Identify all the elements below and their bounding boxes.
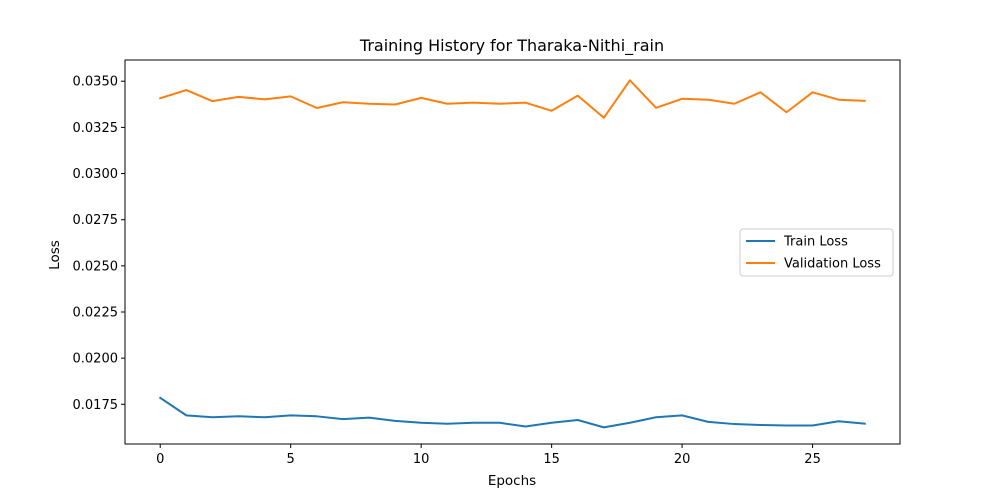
chart-title: Training History for Tharaka-Nithi_rain [359, 36, 664, 56]
legend-frame [739, 228, 894, 277]
y-tick-label: 0.0325 [73, 121, 119, 136]
series-lines [158, 79, 866, 429]
plot-area [124, 59, 901, 445]
x-tick-label: 25 [804, 452, 821, 467]
y-tick-label: 0.0175 [73, 398, 119, 413]
legend: Train Loss Validation Loss [739, 228, 894, 277]
y-tick-label: 0.0350 [73, 75, 119, 90]
x-tick-label: 10 [413, 452, 430, 467]
series-line-validation-loss [158, 79, 866, 119]
x-tick-label: 5 [287, 452, 295, 467]
series-line-train-loss [158, 396, 866, 429]
x-tick-label: 0 [156, 452, 164, 467]
y-tick-label: 0.0300 [73, 167, 119, 182]
y-axis-ticks: 0.0175 0.0200 0.0225 0.0250 0.0275 0.0300 0.03… [73, 75, 125, 413]
y-tick-label: 0.0225 [73, 306, 119, 321]
y-tick-label: 0.0275 [73, 213, 119, 228]
plot-frame [124, 59, 901, 445]
y-tick-label: 0.0250 [73, 259, 119, 274]
y-axis-label: Loss [47, 240, 63, 270]
x-tick-label: 20 [674, 452, 691, 467]
legend-label-validation-loss: Validation Loss [784, 257, 881, 272]
x-axis-ticks: 0 5 10 15 20 25 [156, 444, 821, 467]
y-tick-label: 0.0200 [73, 352, 119, 367]
x-tick-label: 15 [543, 452, 560, 467]
legend-label-train-loss: Train Loss [783, 235, 848, 250]
x-axis-label: Epochs [488, 473, 536, 489]
